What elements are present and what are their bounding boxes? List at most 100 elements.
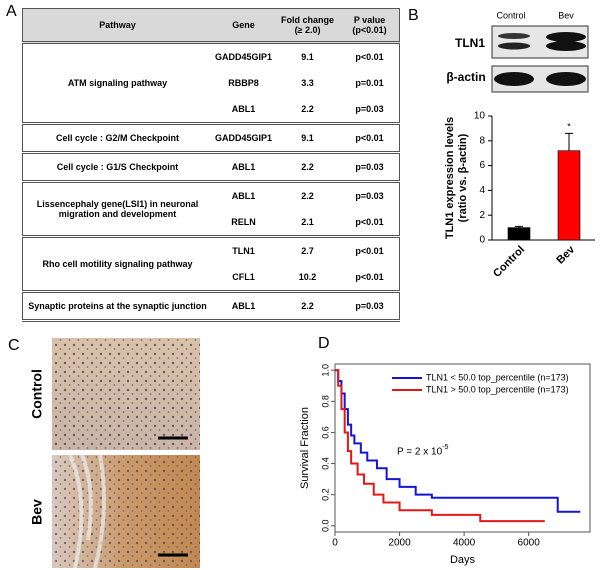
table-cell: ABL1 [212, 96, 276, 125]
ihc-texture [52, 338, 200, 450]
legend-label: TLN1 > 50.0 top_percentile (n=173) [426, 384, 569, 394]
plot-frame [334, 363, 591, 533]
table-cell: p<0.01 [340, 123, 400, 154]
y-tick-label: 0.6 [320, 426, 330, 439]
lane-label: Bev [558, 10, 574, 20]
table-cell: p=0.03 [355, 191, 384, 201]
annotation: * [567, 122, 571, 132]
y-tick-label: 8 [479, 135, 485, 146]
table-cell: 2.2 [275, 152, 341, 183]
header-cell: Pathway [22, 8, 212, 44]
table-cell: p=0.01 [355, 78, 384, 88]
table-row: ABL1 2.2 p=0.03 [23, 96, 400, 125]
pathway-cell: Cell cycle : G1/S Checkpoint [22, 152, 212, 183]
table-cell: 2.7 [301, 246, 314, 256]
table-cell: p=0.03 [340, 291, 400, 322]
blot-band [546, 72, 586, 86]
bar [557, 150, 581, 241]
table-cell: p<0.01 [355, 246, 384, 256]
panel-label: C [8, 337, 20, 354]
table-cell: p<0.01 [340, 209, 400, 238]
ihc-row-label: Bev [29, 499, 45, 525]
survival-curve [335, 369, 545, 523]
table-row: RBBP8 3.3 p=0.01 [23, 70, 400, 96]
table-cell: 9.1 [275, 123, 341, 154]
x-axis-label: Days [450, 554, 476, 566]
y-tick-label: 0.2 [320, 488, 330, 501]
table-cell: p<0.01 [355, 52, 384, 62]
table-row: Cell cycle : G2/M Checkpoint GADD45GIP1 9.… [22, 123, 400, 154]
table-cell: p<0.01 [340, 264, 400, 293]
header-row: Pathway Gene Fold change (≥ 2.0) P value (p… [22, 8, 400, 44]
panel-label: B [408, 7, 419, 24]
table-row: Rho cell motility signaling pathway TLN1 2… [22, 236, 400, 293]
error-bar [515, 225, 523, 228]
table-cell: 3.3 [301, 78, 314, 88]
table-cell: RBBP8 [228, 78, 259, 88]
y-tick-label: 0.8 [320, 395, 330, 408]
pathway-cell: Rho cell motility signaling pathway [22, 236, 212, 293]
blot-band [498, 33, 530, 39]
blot-band [498, 42, 530, 50]
blot-band [546, 32, 586, 42]
table-row: Lissencephaly gene(LSI1) in neuronal mig… [22, 181, 400, 238]
table-cell: CFL1 [212, 264, 276, 293]
x-tick-label: 0 [332, 538, 338, 549]
table-cell: GADD45GIP1 [212, 123, 276, 154]
y-axis-label: TLN1 expression levels [444, 117, 456, 239]
table-row: RELN 2.1 p<0.01 [23, 209, 400, 238]
table-cell: ABL1 [212, 152, 276, 183]
table-row: ATM signaling pathway GADD45GIP1 9.1 p<0.01 [22, 42, 400, 125]
y-tick-label: 0.0 [320, 520, 330, 533]
y-tick-label: 4 [479, 185, 485, 196]
blot-band [546, 41, 586, 51]
y-tick-label: 1.0 [320, 364, 330, 377]
panel-label: A [6, 3, 17, 20]
table-cell: p=0.03 [340, 96, 400, 125]
bar [507, 227, 531, 241]
table-cell: GADD45GIP1 [215, 52, 273, 62]
y-tick-label: 0.4 [320, 457, 330, 470]
blot-row-label: β-actin [446, 70, 485, 84]
table-cell: ABL1 [231, 191, 256, 201]
x-tick-label: Control [491, 244, 527, 280]
table-row: Cell cycle : G1/S Checkpoint ABL1 2.2 p=0.0… [22, 152, 400, 183]
y-tick-label: 2 [479, 210, 485, 221]
pathway-cell: ATM signaling pathway [22, 42, 212, 125]
y-axis-label: (ratio vs. β-actin) [457, 133, 469, 222]
table-cell: 2.2 [275, 291, 341, 322]
table-cell: RELN [212, 209, 276, 238]
table-row: Synaptic proteins at the synaptic juncti… [22, 291, 400, 322]
table-cell: 2.1 [275, 209, 341, 238]
annotation-superscript: -5 [442, 444, 448, 451]
survival-curve [335, 369, 581, 513]
pathway-cell: Cell cycle : G2/M Checkpoint [22, 123, 212, 154]
legend-label: TLN1 < 50.0 top_percentile (n=173) [426, 372, 569, 382]
table-cell: ABL1 [212, 291, 276, 322]
y-tick-label: 6 [479, 160, 485, 171]
x-tick-label: 2000 [388, 538, 411, 549]
header-cell: Gene [212, 8, 276, 44]
header-cell: P value (p<0.01) [340, 8, 400, 44]
y-tick-label: 10 [474, 111, 486, 122]
x-tick-label: Bev [554, 243, 577, 266]
lane-label: Control [496, 10, 525, 20]
ihc-row-label: Control [29, 369, 45, 419]
y-tick-label: 0 [479, 235, 485, 246]
x-tick-label: 6000 [518, 538, 541, 549]
blot-band [494, 72, 534, 86]
table-cell: p=0.03 [340, 152, 400, 183]
table-cell: TLN1 [232, 246, 255, 256]
panel-label: D [318, 335, 330, 352]
x-tick-label: 4000 [453, 538, 476, 549]
table-cell: 10.2 [275, 264, 341, 293]
table-cell: 9.1 [301, 52, 314, 62]
pathway-cell: Lissencephaly gene(LSI1) in neuronal mig… [22, 181, 212, 238]
ihc-feature [68, 454, 106, 569]
annotation: P = 2 x 10-5 [397, 444, 448, 458]
blot-row-label: TLN1 [455, 36, 485, 50]
table-cell: 2.2 [301, 191, 314, 201]
y-axis-label: Survival Fraction [299, 407, 311, 489]
